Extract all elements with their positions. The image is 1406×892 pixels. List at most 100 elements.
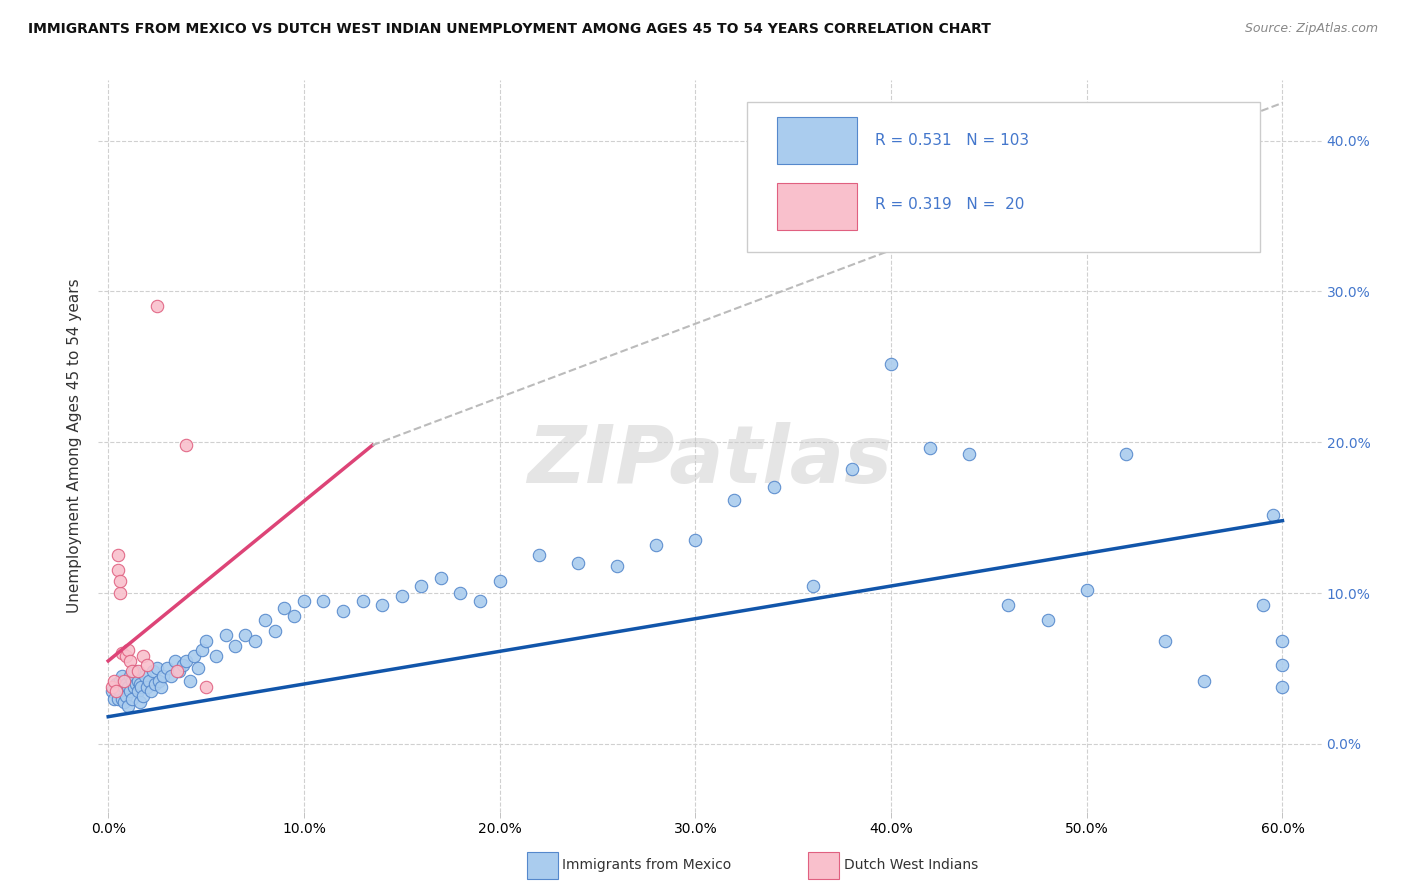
Point [118,669,141,683]
Point [118,684,141,698]
Point [762,480,785,494]
Point [122,680,145,694]
Point [880,357,903,371]
Point [118,654,141,668]
Point [117,680,139,694]
Point [107,680,129,694]
Point [128,676,150,690]
Point [112,673,135,688]
Point [166,665,188,679]
Point [121,691,143,706]
Point [187,661,209,675]
Point [124,676,146,690]
Point [183,649,205,664]
Point [1271,658,1294,673]
Point [1232,119,1254,133]
Point [841,462,863,476]
Point [527,549,550,563]
Point [107,691,129,706]
Point [468,593,491,607]
Point [263,624,285,638]
Point [233,628,256,642]
Point [108,574,131,588]
Text: Immigrants from Mexico: Immigrants from Mexico [562,858,731,872]
Point [138,673,160,688]
Point [117,643,139,657]
Point [1115,447,1137,461]
Point [283,608,305,623]
Point [142,665,165,679]
Point [391,589,413,603]
Point [243,634,266,648]
Point [176,438,198,452]
Point [111,691,134,706]
Point [134,669,156,683]
Point [103,673,125,688]
Text: R = 0.531   N = 103: R = 0.531 N = 103 [875,133,1029,148]
Point [114,676,136,690]
Point [488,574,510,588]
Point [111,646,134,660]
Point [150,680,173,694]
Point [143,676,166,690]
Point [114,649,136,664]
Point [801,578,824,592]
Point [148,673,170,688]
Point [121,673,143,688]
Point [195,634,218,648]
FancyBboxPatch shape [778,117,856,164]
Point [101,684,124,698]
Text: Source: ZipAtlas.com: Source: ZipAtlas.com [1244,22,1378,36]
Point [160,669,183,683]
Point [1271,634,1294,648]
Point [352,593,374,607]
Point [430,571,453,585]
Point [1076,582,1098,597]
Text: ZIPatlas: ZIPatlas [527,422,893,500]
Point [292,593,315,607]
FancyBboxPatch shape [778,183,856,230]
Text: IMMIGRANTS FROM MEXICO VS DUTCH WEST INDIAN UNEMPLOYMENT AMONG AGES 45 TO 54 YEA: IMMIGRANTS FROM MEXICO VS DUTCH WEST IND… [28,22,991,37]
Point [127,673,149,688]
Point [163,654,186,668]
Point [723,492,745,507]
Point [332,604,354,618]
Point [107,563,129,577]
Point [127,684,149,698]
Point [253,613,276,627]
Point [146,661,169,675]
Point [214,628,236,642]
Point [1271,680,1294,694]
Point [606,558,628,573]
Point [117,699,139,714]
Point [176,654,198,668]
FancyBboxPatch shape [747,103,1261,252]
Point [957,447,980,461]
Point [1192,673,1215,688]
Point [128,695,150,709]
Point [108,684,131,698]
Point [131,680,153,694]
Point [122,665,145,679]
Point [105,684,128,698]
Point [108,586,131,600]
Point [224,639,246,653]
Point [205,649,228,664]
Point [1036,613,1059,627]
Point [1154,634,1177,648]
Text: Dutch West Indians: Dutch West Indians [844,858,977,872]
Point [371,598,394,612]
Point [920,442,942,456]
Point [121,665,143,679]
Point [105,676,128,690]
Point [172,658,194,673]
Point [103,691,125,706]
Y-axis label: Unemployment Among Ages 45 to 54 years: Unemployment Among Ages 45 to 54 years [67,278,83,614]
Point [108,673,131,688]
Point [411,578,433,592]
Point [167,665,190,679]
Point [567,556,589,570]
Point [1251,598,1274,612]
Point [645,538,668,552]
Point [273,601,295,615]
